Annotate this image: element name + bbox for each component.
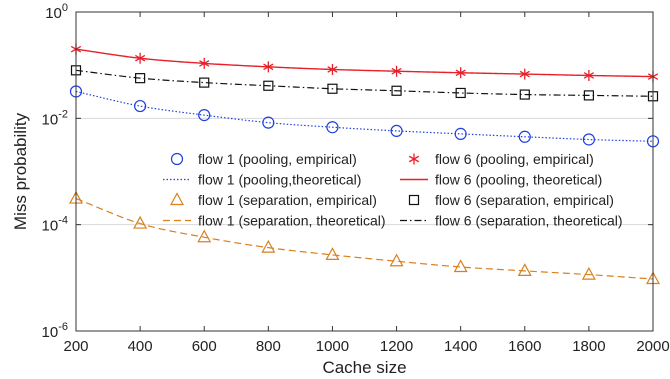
legend-label: flow 1 (pooling, empirical): [198, 151, 357, 167]
data-point: [453, 259, 468, 273]
data-point: [519, 89, 530, 100]
x-tick-label: 600: [192, 338, 217, 355]
data-point: [263, 61, 274, 73]
data-point: [134, 99, 147, 113]
legend-swatch: [408, 194, 420, 206]
series-line: [75, 90, 654, 142]
y-tick-label: 100: [45, 2, 68, 22]
legend-item: flow 6 (pooling, theoretical): [400, 172, 602, 188]
y-tick-label: 10-2: [42, 108, 68, 128]
data-point: [327, 83, 338, 94]
data-point: [391, 65, 402, 77]
data-point: [133, 215, 148, 229]
data-point: [583, 90, 594, 101]
data-point: [581, 266, 596, 280]
legend-swatch: [169, 192, 185, 206]
series-line: [75, 197, 654, 280]
legend-label: flow 6 (pooling, theoretical): [435, 172, 602, 188]
legend-item: flow 6 (separation, empirical): [408, 192, 614, 208]
data-point: [135, 52, 146, 64]
series-markers: [70, 43, 659, 83]
x-tick-label: 2000: [636, 338, 669, 355]
data-point: [454, 127, 467, 140]
data-point: [198, 109, 211, 122]
legend-item: flow 1 (pooling,theoretical): [163, 172, 361, 188]
x-tick-label: 200: [63, 338, 88, 355]
data-point: [455, 87, 466, 99]
data-point: [389, 253, 404, 267]
legend-label: flow 6 (separation, theoretical): [435, 213, 623, 229]
y-tick-label: 10-6: [42, 321, 68, 341]
data-point: [327, 63, 338, 75]
data-point: [326, 121, 339, 134]
legend-item: flow 1 (pooling, empirical): [170, 151, 357, 167]
x-tick-label: 1800: [572, 338, 605, 355]
legend-label: flow 1 (separation, empirical): [198, 192, 377, 208]
legend-label: flow 1 (pooling,theoretical): [198, 172, 361, 188]
data-point: [197, 229, 212, 243]
data-point: [517, 263, 532, 277]
axis-ticks: 10-6 10-4 10-2 100 200 400 600 800 1000 1200 1400 1…: [42, 2, 670, 355]
data-point: [262, 116, 275, 129]
legend-item: flow 1 (separation, empirical): [169, 192, 377, 208]
legend: flow 1 (pooling, empirical) flow 6 (pooli…: [163, 151, 623, 229]
x-tick-label: 1000: [316, 338, 349, 355]
data-point: [519, 68, 530, 80]
x-tick-label: 1400: [444, 338, 477, 355]
data-point: [325, 247, 340, 260]
data-point: [199, 57, 210, 69]
x-tick-label: 800: [256, 338, 281, 355]
x-tick-label: 1200: [380, 338, 413, 355]
y-axis-title: Miss probability: [11, 112, 30, 230]
x-tick-label: 1600: [508, 338, 541, 355]
data-point: [135, 73, 146, 84]
data-point: [261, 239, 276, 253]
legend-label: flow 6 (separation, empirical): [435, 192, 614, 208]
data-point: [582, 133, 595, 146]
legend-item: flow 1 (separation, theoretical): [163, 213, 386, 229]
data-point: [263, 80, 274, 91]
data-point: [390, 124, 403, 138]
data-point: [518, 130, 531, 143]
legend-label: flow 6 (pooling, empirical): [435, 151, 594, 167]
x-axis-title: Cache size: [322, 358, 406, 377]
data-point: [199, 77, 210, 88]
legend-item: flow 6 (pooling, empirical): [408, 151, 594, 167]
plot-series: [68, 43, 661, 285]
grid-lines: [76, 117, 653, 226]
plot-frame: [75, 11, 654, 332]
x-tick-label: 400: [128, 338, 153, 355]
legend-swatch: [408, 153, 420, 165]
legend-swatch: [170, 152, 184, 166]
data-point: [391, 85, 402, 96]
series-line: [75, 69, 654, 97]
data-point: [455, 67, 466, 79]
data-point: [583, 69, 594, 81]
legend-label: flow 1 (separation, theoretical): [198, 213, 386, 229]
series-line: [75, 48, 654, 78]
y-tick-label: 10-4: [42, 215, 68, 235]
legend-item: flow 6 (separation, theoretical): [400, 213, 623, 229]
